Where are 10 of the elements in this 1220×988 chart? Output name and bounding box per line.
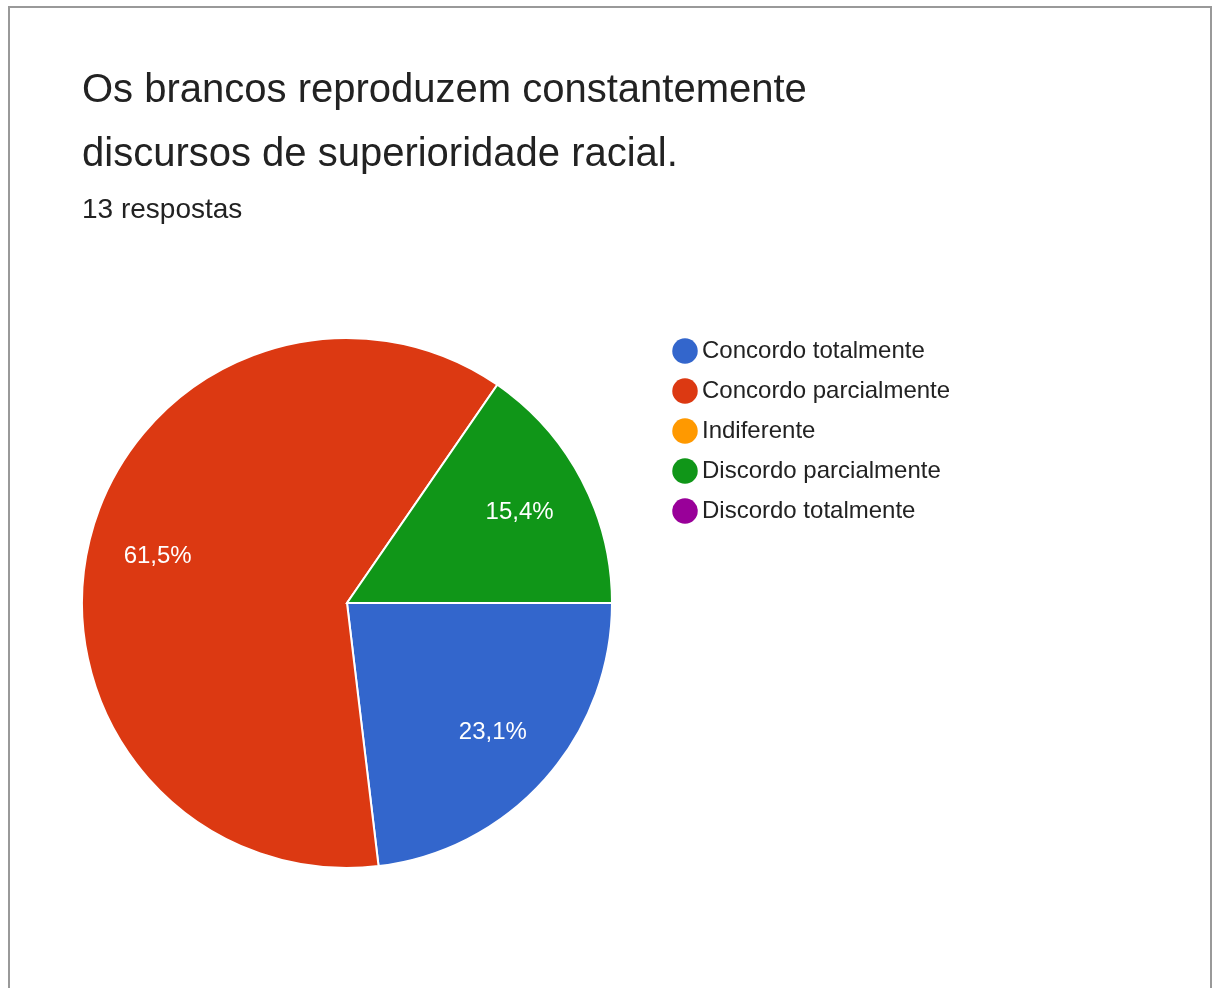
legend-label: Concordo totalmente — [702, 336, 925, 363]
chart-subtitle: 13 respostas — [82, 193, 243, 224]
data-label: 23,1% — [458, 717, 527, 745]
chart-title: Os brancos reproduzem constantemente discursos de superioridade racial. — [82, 66, 807, 174]
data-label: 15,4% — [485, 497, 554, 525]
data-label: 61,5% — [123, 541, 192, 569]
legend-label: Discordo totalmente — [702, 496, 916, 523]
legend-label: Concordo parcialmente — [702, 376, 951, 403]
legend-label: Discordo parcialmente — [702, 456, 941, 483]
legend-label: Indiferente — [702, 416, 816, 443]
